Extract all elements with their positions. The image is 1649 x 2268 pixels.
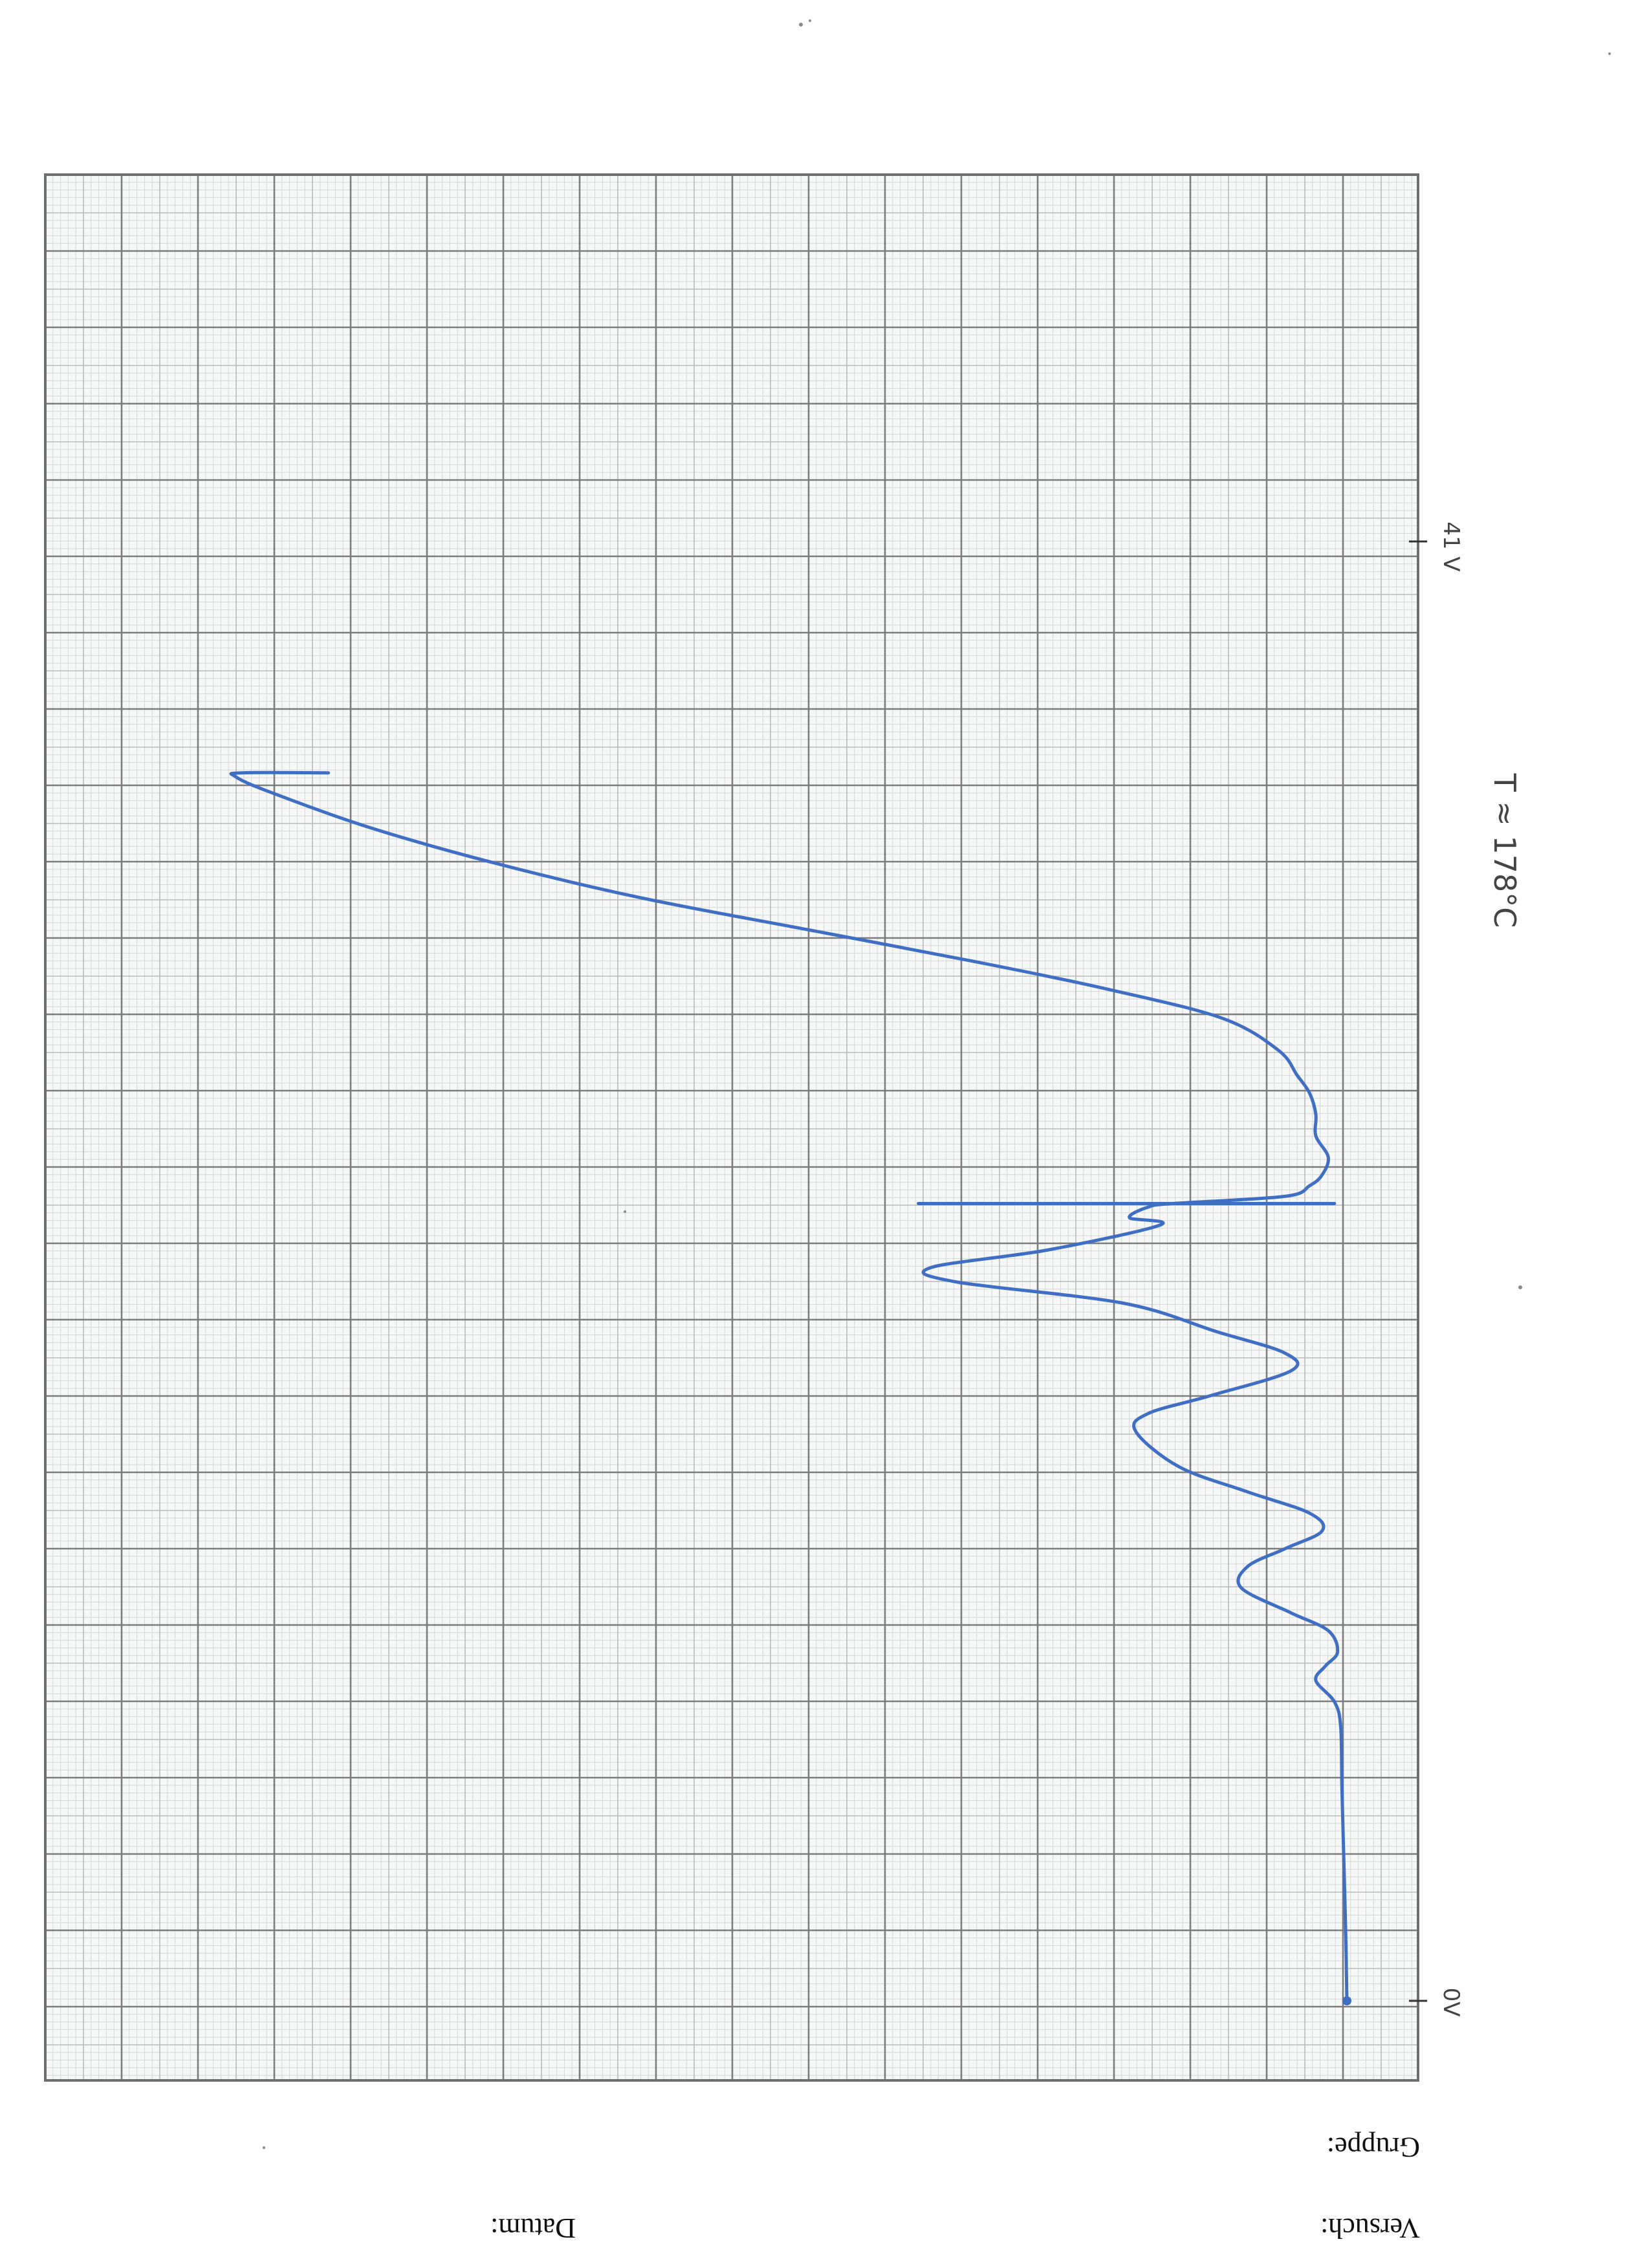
- versuch-label: Versuch:: [1320, 2212, 1420, 2244]
- scan-speck: [809, 19, 811, 22]
- scan-speck: [624, 1210, 626, 1213]
- grid-border: [44, 173, 1419, 2082]
- scan-specks: [263, 19, 1611, 2149]
- x-tick-label-end: 41 V: [1438, 521, 1464, 571]
- scan-speck: [263, 2146, 265, 2149]
- scan-speck: [799, 23, 803, 27]
- plot-area: [229, 770, 1351, 2005]
- temperature-annotation: T ≈ 178°C: [1487, 773, 1522, 928]
- datum-label: Datum:: [490, 2212, 576, 2244]
- millimeter-grid: [44, 173, 1419, 2082]
- scan-speck: [1518, 1285, 1522, 1289]
- x-tick-label-zero: 0V: [1438, 1988, 1464, 2017]
- gruppe-label: Gruppe:: [1327, 2132, 1420, 2163]
- series-line: [229, 770, 1349, 2003]
- origin-point: [1342, 1996, 1351, 2005]
- grid-major-lines: [44, 173, 1418, 2080]
- axis-tick-marks: [1409, 540, 1427, 2002]
- scan-speck: [1608, 52, 1611, 55]
